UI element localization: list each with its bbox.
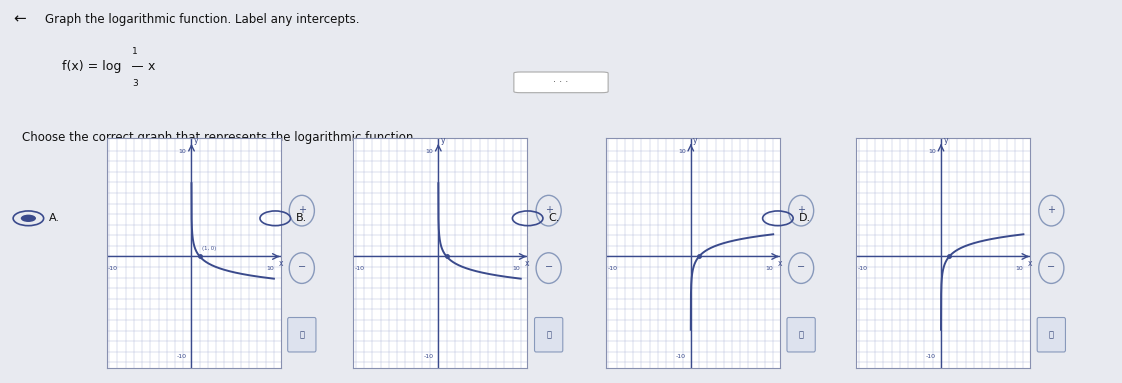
Text: D.: D. — [799, 213, 811, 223]
Text: -10: -10 — [355, 266, 365, 271]
Text: +: + — [297, 205, 306, 215]
Text: ←: ← — [13, 12, 26, 27]
Text: 10: 10 — [513, 266, 521, 271]
FancyBboxPatch shape — [287, 318, 316, 352]
Text: x: x — [148, 60, 156, 73]
Text: -10: -10 — [926, 354, 936, 359]
Text: +: + — [1047, 205, 1056, 215]
Text: Choose the correct graph that represents the logarithmic function.: Choose the correct graph that represents… — [22, 131, 417, 144]
Text: ⧉: ⧉ — [546, 330, 551, 339]
Text: -10: -10 — [607, 266, 617, 271]
Text: -10: -10 — [108, 266, 118, 271]
Text: +: + — [544, 205, 553, 215]
Text: ⧉: ⧉ — [799, 330, 803, 339]
Text: y: y — [194, 136, 199, 145]
Text: 10: 10 — [678, 149, 686, 154]
Text: -10: -10 — [675, 354, 686, 359]
Text: +: + — [797, 205, 806, 215]
FancyBboxPatch shape — [787, 318, 816, 352]
Text: · · ·: · · · — [553, 77, 569, 87]
Text: -10: -10 — [176, 354, 186, 359]
FancyBboxPatch shape — [514, 72, 608, 93]
Text: y: y — [693, 136, 698, 145]
FancyBboxPatch shape — [534, 318, 563, 352]
Text: 10: 10 — [765, 266, 773, 271]
Text: x: x — [278, 259, 283, 268]
Text: 10: 10 — [178, 149, 186, 154]
Text: 10: 10 — [1015, 266, 1023, 271]
Text: −: − — [797, 262, 806, 272]
Text: x: x — [525, 259, 530, 268]
Text: −: − — [1047, 262, 1056, 272]
Text: 1: 1 — [132, 47, 138, 56]
Text: (1, 0): (1, 0) — [202, 246, 217, 251]
Text: Graph the logarithmic function. Label any intercepts.: Graph the logarithmic function. Label an… — [45, 13, 359, 26]
Text: 10: 10 — [928, 149, 936, 154]
Text: ⧉: ⧉ — [300, 330, 304, 339]
Text: −: − — [297, 262, 306, 272]
Text: A.: A. — [49, 213, 61, 223]
Text: y: y — [944, 136, 948, 145]
Text: 3: 3 — [132, 79, 138, 88]
Text: f(x) = log: f(x) = log — [62, 60, 121, 73]
Text: 10: 10 — [266, 266, 274, 271]
Text: x: x — [1028, 259, 1032, 268]
Text: B.: B. — [296, 213, 307, 223]
Text: ⧉: ⧉ — [1049, 330, 1054, 339]
Text: −: − — [544, 262, 553, 272]
Text: -10: -10 — [857, 266, 867, 271]
Circle shape — [20, 214, 36, 222]
Text: y: y — [441, 136, 445, 145]
FancyBboxPatch shape — [1037, 318, 1066, 352]
Text: C.: C. — [549, 213, 560, 223]
Text: x: x — [778, 259, 782, 268]
Text: 10: 10 — [425, 149, 433, 154]
Text: -10: -10 — [423, 354, 433, 359]
